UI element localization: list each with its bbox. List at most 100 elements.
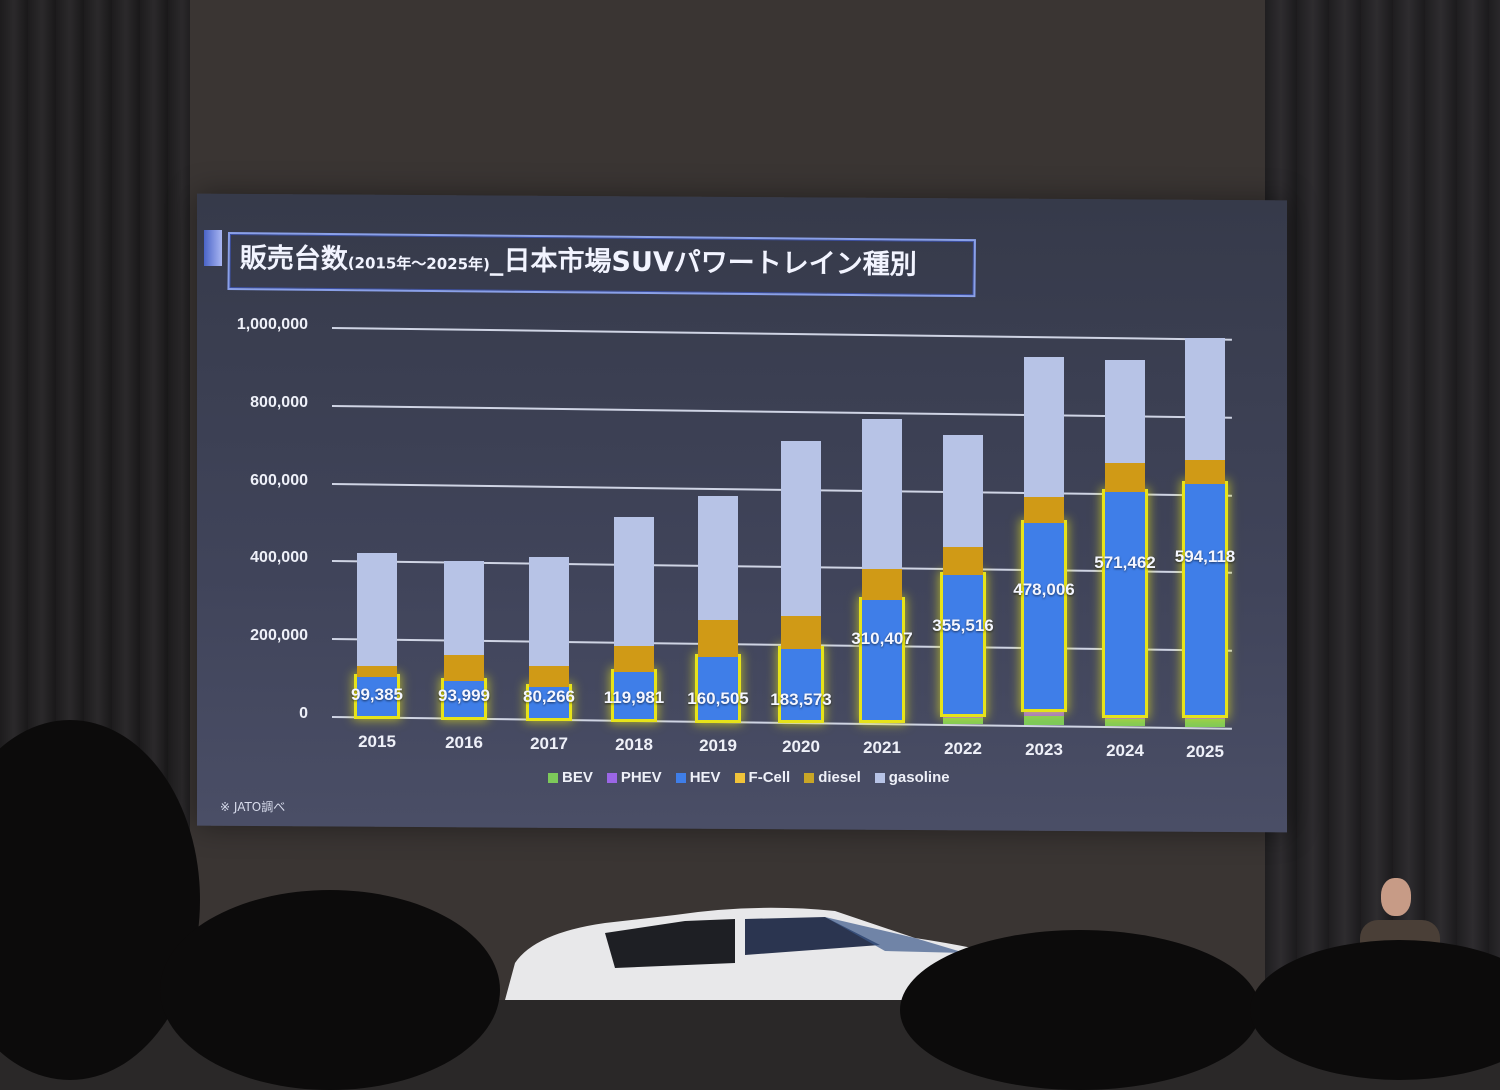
segment-gasoline: [1024, 357, 1064, 497]
segment-hev: [1185, 484, 1225, 715]
segment-diesel: [1105, 463, 1145, 492]
bar-2025: [1185, 338, 1225, 728]
x-axis-label: 2015: [358, 732, 396, 752]
x-axis-label: 2019: [699, 736, 737, 756]
legend-label: PHEV: [621, 769, 662, 786]
hev-data-label: 478,006: [1013, 580, 1074, 600]
y-axis-tick-label: 200,000: [250, 627, 308, 645]
segment-phev: [1185, 715, 1225, 719]
segment-bev: [1105, 719, 1145, 727]
segment-gasoline: [357, 553, 397, 666]
segment-phev: [862, 720, 902, 722]
bar-2023: [1024, 357, 1064, 725]
bar-2019: [698, 496, 738, 721]
y-axis-tick-label: 0: [299, 705, 308, 723]
hev-data-label: 571,462: [1094, 553, 1155, 573]
title-range: (2015年～2025年): [348, 254, 490, 273]
x-axis-label: 2023: [1025, 740, 1063, 760]
y-axis-tick-label: 400,000: [250, 549, 308, 567]
legend-item-f-cell: F-Cell: [735, 769, 791, 786]
stage-curtain-right: [1265, 0, 1500, 1000]
legend-swatch-icon: [607, 773, 617, 783]
slide-title: 販売台数(2015年～2025年)_日本市場SUVパワートレイン種別: [240, 236, 917, 281]
legend-swatch-icon: [735, 773, 745, 783]
segment-gasoline: [444, 561, 484, 654]
x-axis-label: 2022: [944, 739, 982, 759]
hev-data-label: 160,505: [687, 689, 748, 709]
segment-phev: [698, 720, 738, 721]
bar-2024: [1105, 360, 1145, 726]
segment-diesel: [943, 547, 983, 575]
segment-hev: [943, 575, 983, 713]
legend-item-diesel: diesel: [804, 769, 861, 786]
legend-swatch-icon: [676, 773, 686, 783]
hev-data-label: 594,118: [1175, 547, 1236, 567]
x-axis-label: 2020: [782, 737, 820, 757]
presenter-head: [1381, 878, 1411, 916]
hev-data-label: 355,516: [932, 616, 993, 636]
segment-diesel: [1185, 460, 1225, 484]
legend-label: HEV: [690, 769, 721, 786]
segment-diesel: [444, 655, 484, 681]
legend-swatch-icon: [804, 773, 814, 783]
segment-diesel: [529, 666, 569, 687]
x-axis-label: 2024: [1106, 741, 1144, 761]
legend-label: diesel: [818, 769, 861, 786]
segment-gasoline: [862, 419, 902, 569]
segment-hev: [1105, 492, 1145, 714]
segment-gasoline: [529, 557, 569, 666]
segment-hev: [862, 600, 902, 721]
segment-diesel: [357, 666, 397, 678]
segment-diesel: [698, 620, 738, 657]
audience-head: [160, 890, 500, 1090]
chart-legend: BEV PHEV HEV F-Cell diesel gasoline: [548, 769, 950, 786]
audience-head: [900, 930, 1260, 1090]
segment-diesel: [614, 646, 654, 672]
segment-gasoline: [781, 441, 821, 616]
x-axis-label: 2018: [615, 735, 653, 755]
title-accent-bar: [204, 230, 222, 266]
hev-data-label: 183,573: [770, 690, 831, 710]
legend-item-hev: HEV: [676, 769, 721, 786]
segment-bev: [698, 720, 738, 721]
hev-data-label: 310,407: [851, 629, 912, 649]
x-axis-label: 2021: [863, 738, 901, 758]
hev-data-label: 99,385: [351, 685, 403, 705]
bar-2022: [943, 435, 983, 725]
segment-bev: [781, 721, 821, 722]
x-axis-label: 2017: [530, 734, 568, 754]
segment-gasoline: [698, 496, 738, 620]
bar-2020: [781, 441, 821, 722]
segment-hev: [1024, 523, 1064, 709]
segment-diesel: [1024, 497, 1064, 522]
legend-item-phev: PHEV: [607, 769, 662, 786]
legend-label: F-Cell: [749, 769, 791, 786]
segment-gasoline: [614, 517, 654, 645]
segment-gasoline: [1185, 338, 1225, 461]
bar-2021: [862, 419, 902, 723]
segment-phev: [614, 719, 654, 720]
legend-label: gasoline: [889, 769, 950, 786]
y-axis-tick-label: 800,000: [250, 394, 308, 412]
segment-gasoline: [1105, 360, 1145, 463]
legend-item-gasoline: gasoline: [875, 769, 950, 786]
segment-bev: [943, 718, 983, 724]
x-axis-label: 2025: [1186, 742, 1224, 762]
segment-bev: [862, 722, 902, 723]
y-axis-tick-label: 600,000: [250, 472, 308, 490]
segment-bev: [1024, 716, 1064, 726]
segment-bev: [1185, 719, 1225, 728]
segment-phev: [1024, 709, 1064, 716]
segment-gasoline: [943, 435, 983, 548]
legend-swatch-icon: [548, 773, 558, 783]
segment-diesel: [862, 569, 902, 600]
hev-data-label: 80,266: [523, 687, 575, 707]
segment-diesel: [781, 616, 821, 649]
legend-label: BEV: [562, 769, 593, 786]
legend-swatch-icon: [875, 773, 885, 783]
x-axis-label: 2016: [445, 733, 483, 753]
title-main: 販売台数: [240, 243, 348, 275]
y-axis-tick-label: 1,000,000: [237, 316, 308, 334]
segment-phev: [943, 714, 983, 719]
segment-phev: [1105, 715, 1145, 719]
